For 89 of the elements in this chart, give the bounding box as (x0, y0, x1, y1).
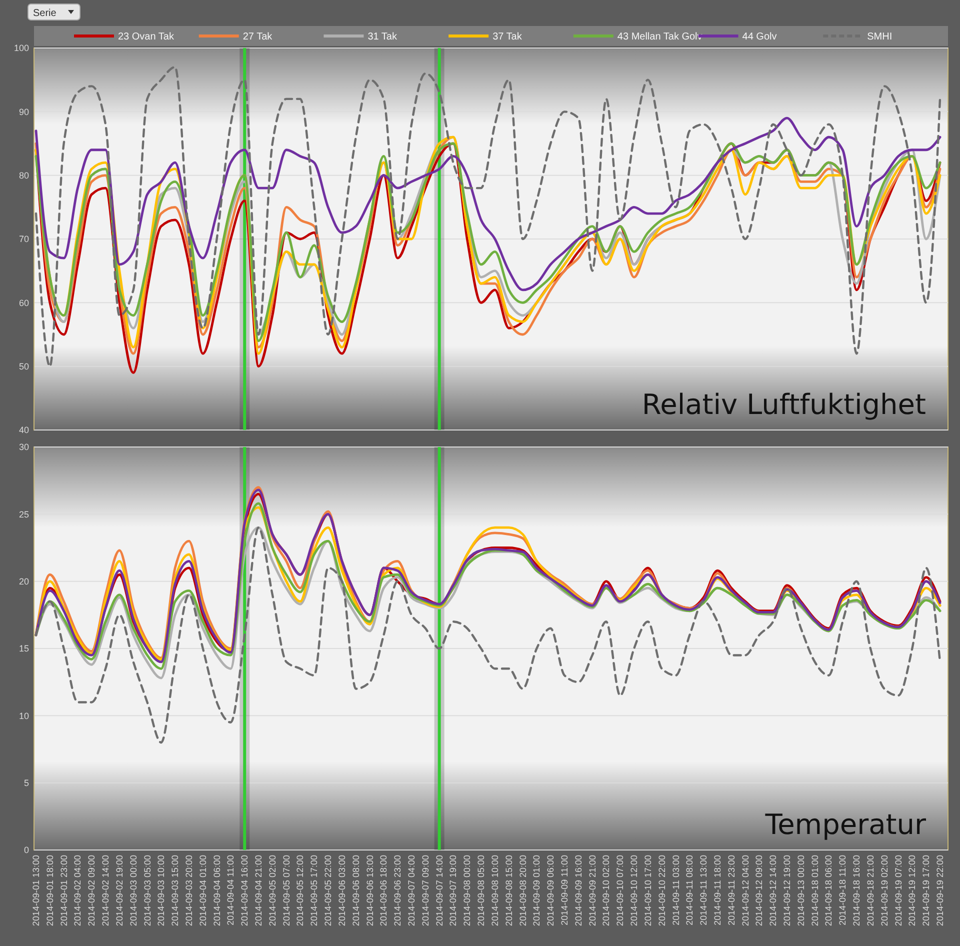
x-tick-label: 2014-09-19 07:00 (893, 855, 904, 926)
x-tick-label: 2014-09-05 12:00 (295, 855, 306, 926)
x-tick-label: 2014-09-18 01:00 (810, 855, 820, 926)
x-tick-label: 2014-09-07 14:00 (434, 855, 444, 926)
x-tick-label: 2014-09-12 04:00 (740, 855, 750, 926)
x-tick-label: 2014-09-07 19:00 (448, 855, 458, 926)
x-tick-label: 2014-09-05 17:00 (309, 855, 320, 926)
x-tick-label: 2014-09-09 06:00 (546, 855, 556, 926)
x-tick-label: 2014-09-10 12:00 (629, 855, 640, 926)
x-tick-label: 2014-09-10 17:00 (642, 855, 653, 926)
y-tick-label: 0 (24, 845, 29, 856)
x-tick-label: 2014-09-05 07:00 (281, 855, 292, 926)
x-tick-label: 2014-09-03 05:00 (142, 855, 152, 926)
legend-label: 44 Golv (742, 32, 777, 42)
y-tick-label: 70 (18, 234, 29, 244)
x-tick-label: 2014-09-03 20:00 (184, 855, 194, 926)
y-tick-label: 40 (18, 425, 29, 436)
x-tick-label: 2014-09-04 01:00 (198, 855, 208, 926)
y-tick-label: 90 (18, 106, 29, 117)
x-tick-label: 2014-09-09 01:00 (532, 855, 542, 926)
x-tick-label: 2014-09-05 02:00 (267, 855, 278, 926)
x-tick-label: 2014-09-02 19:00 (114, 855, 124, 926)
x-tick-label: 2014-09-02 14:00 (100, 855, 111, 926)
x-tick-label: 2014-09-02 04:00 (72, 855, 83, 926)
x-tick-label: 2014-09-04 11:00 (226, 855, 236, 926)
text: Relativ Luftfuktighet (642, 388, 926, 421)
x-tick-label: 2014-09-05 22:00 (323, 855, 334, 926)
x-tick-label: 2014-09-06 18:00 (378, 855, 389, 926)
legend-label: 23 Ovan Tak (118, 32, 175, 42)
x-tick-label: 2014-09-12 19:00 (782, 855, 792, 926)
x-tick-label: 2014-09-03 10:00 (156, 855, 166, 926)
y-tick-label: 60 (18, 298, 29, 308)
x-tick-label: 2014-09-08 05:00 (476, 855, 486, 926)
x-tick-label: 2014-09-09 21:00 (587, 855, 598, 926)
x-tick-label: 2014-09-09 11:00 (559, 855, 570, 926)
x-tick-label: 2014-09-12 14:00 (768, 855, 778, 926)
x-tick-label: 2014-09-02 09:00 (86, 855, 97, 926)
y-tick-label: 10 (18, 710, 29, 721)
x-tick-label: 2014-09-19 12:00 (907, 855, 918, 926)
x-tick-label: 2014-09-11 13:00 (698, 855, 709, 926)
x-tick-label: 2014-09-12 09:00 (754, 855, 764, 926)
x-tick-label: 2014-09-08 00:00 (462, 855, 472, 926)
y-tick-label: 50 (18, 361, 29, 372)
y-tick-label: 5 (24, 778, 29, 788)
x-tick-label: 2014-09-18 16:00 (852, 855, 862, 926)
x-tick-label: 2014-09-18 21:00 (865, 855, 876, 926)
y-tick-label: 30 (18, 442, 29, 452)
legend-label: 31 Tak (368, 32, 398, 42)
x-tick-label: 2014-09-19 17:00 (921, 855, 932, 926)
x-tick-label: 2014-09-18 11:00 (838, 855, 848, 926)
x-tick-label: 2014-09-04 21:00 (254, 855, 264, 926)
x-tick-label: 2014-09-06 13:00 (364, 855, 375, 926)
x-tick-label: 2014-09-10 02:00 (601, 855, 612, 926)
x-tick-label: 2014-09-03 00:00 (128, 855, 138, 926)
x-tick-label: 2014-09-10 07:00 (615, 855, 626, 926)
x-tick-label: 2014-09-07 09:00 (420, 855, 430, 926)
x-tick-label: 2014-09-01 13:00 (31, 855, 41, 926)
x-tick-label: 2014-09-08 10:00 (490, 855, 500, 926)
text: Serie (33, 8, 57, 19)
x-tick-label: 2014-09-06 03:00 (336, 855, 347, 926)
y-tick-label: 20 (18, 576, 29, 586)
x-tick-label: 2014-09-11 18:00 (712, 855, 722, 926)
x-tick-label: 2014-09-01 23:00 (58, 855, 69, 926)
legend-label: 37 Tak (492, 32, 523, 42)
x-tick-label: 2014-09-03 15:00 (170, 855, 180, 926)
x-tick-label: 2014-09-10 22:00 (656, 855, 667, 926)
y-tick-label: 15 (18, 644, 29, 654)
x-tick-label: 2014-09-13 00:00 (796, 855, 806, 926)
legend-label: SMHI (867, 32, 892, 42)
y-tick-label: 80 (18, 170, 29, 180)
x-tick-label: 2014-09-01 18:00 (44, 855, 55, 926)
x-tick-label: 2014-09-11 03:00 (670, 855, 681, 926)
legend-label: 27 Tak (242, 32, 274, 42)
text: Temperatur (764, 808, 926, 841)
x-tick-label: 2014-09-11 23:00 (726, 855, 736, 926)
x-tick-label: 2014-09-06 23:00 (392, 855, 403, 926)
x-tick-label: 2014-09-09 16:00 (573, 855, 584, 926)
x-tick-label: 2014-09-08 15:00 (504, 855, 514, 926)
x-tick-label: 2014-09-18 06:00 (824, 855, 834, 926)
x-tick-label: 2014-09-07 04:00 (406, 855, 417, 926)
y-tick-label: 25 (18, 509, 29, 520)
x-tick-label: 2014-09-04 16:00 (240, 855, 250, 926)
x-tick-label: 2014-09-11 08:00 (684, 855, 695, 926)
x-tick-label: 2014-09-06 08:00 (350, 855, 361, 926)
y-tick-label: 100 (14, 43, 29, 54)
x-tick-label: 2014-09-19 22:00 (935, 855, 945, 926)
x-tick-label: 2014-09-04 06:00 (212, 855, 222, 926)
x-tick-label: 2014-09-08 20:00 (518, 855, 528, 926)
x-tick-label: 2014-09-19 02:00 (879, 855, 890, 926)
